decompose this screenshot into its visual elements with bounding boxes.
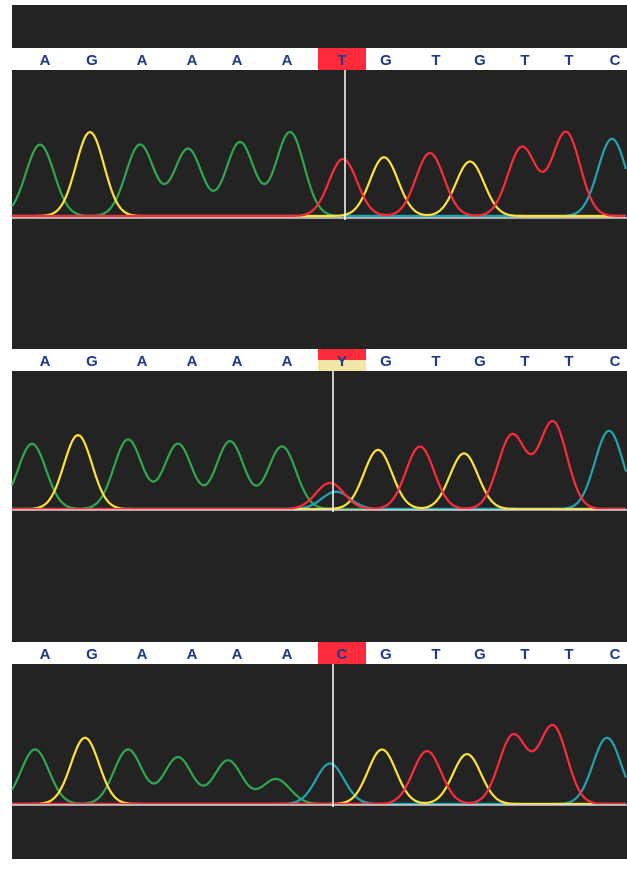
base-label: A	[232, 52, 243, 69]
base-label: C	[610, 353, 621, 370]
base-label: A	[282, 646, 293, 663]
trace-T-3	[12, 723, 626, 806]
base-label: G	[380, 353, 392, 370]
base-label: G	[474, 353, 486, 370]
base-label: G	[380, 646, 392, 663]
base-label: C	[610, 646, 621, 663]
highlight-box-1	[318, 48, 366, 70]
base-label: G	[86, 353, 98, 370]
base-label: A	[187, 52, 198, 69]
trace-T-1	[12, 130, 626, 218]
base-label: T	[520, 52, 529, 69]
trace-G-2	[12, 434, 626, 511]
base-label: A	[137, 646, 148, 663]
base-label: A	[232, 646, 243, 663]
base-label: T	[431, 52, 440, 69]
highlight-box-lower-2	[318, 360, 366, 371]
base-label: T	[520, 353, 529, 370]
base-label: G	[380, 52, 392, 69]
base-label: A	[232, 353, 243, 370]
trace-T-2	[12, 419, 626, 511]
base-label: T	[431, 353, 440, 370]
base-label: G	[474, 646, 486, 663]
base-label: A	[40, 52, 51, 69]
base-label: T	[520, 646, 529, 663]
base-label: T	[564, 646, 573, 663]
base-label: Y	[337, 353, 347, 370]
base-label: T	[564, 52, 573, 69]
base-label: A	[40, 646, 51, 663]
panels-layer: A G A A A A T G T G T T C A G A A A A Y G T G T T C A G A A A A C G T G T T C	[10, 48, 627, 807]
base-label: T	[564, 353, 573, 370]
highlight-box-2	[318, 349, 366, 360]
base-label: A	[137, 353, 148, 370]
base-label: C	[610, 52, 621, 69]
base-label: A	[137, 52, 148, 69]
base-label: A	[282, 353, 293, 370]
base-label: C	[337, 646, 348, 663]
base-label: A	[187, 646, 198, 663]
base-label: G	[86, 646, 98, 663]
base-label: A	[282, 52, 293, 69]
base-label: T	[431, 646, 440, 663]
viewer-background	[12, 5, 627, 859]
base-label: A	[187, 353, 198, 370]
highlight-box-3	[318, 642, 366, 664]
base-label: A	[40, 353, 51, 370]
base-label: G	[86, 52, 98, 69]
trace-G-1	[12, 130, 626, 218]
base-label: T	[337, 52, 346, 69]
base-label: G	[474, 52, 486, 69]
